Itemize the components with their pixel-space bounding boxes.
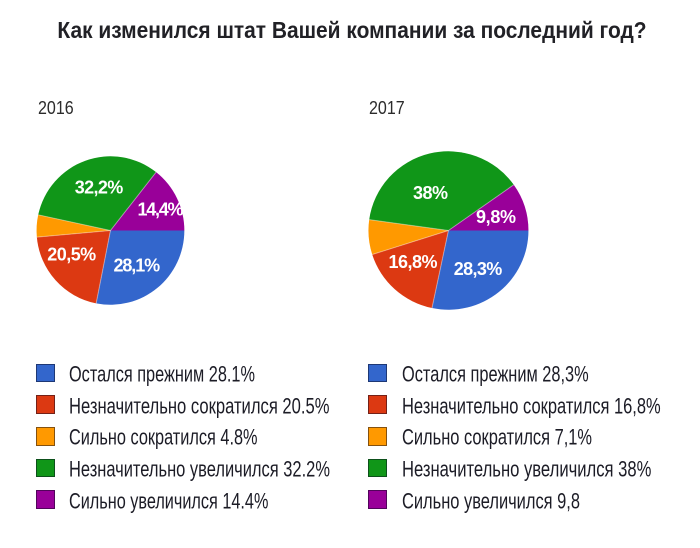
svg-text:28,1%: 28,1% — [114, 256, 161, 276]
svg-text:28,3%: 28,3% — [454, 259, 503, 279]
svg-text:16,8%: 16,8% — [389, 252, 438, 272]
svg-text:32,2%: 32,2% — [75, 177, 124, 197]
svg-text:38%: 38% — [413, 183, 448, 203]
svg-text:14,4%: 14,4% — [138, 200, 184, 220]
svg-text:20,5%: 20,5% — [47, 244, 96, 264]
svg-text:9,8%: 9,8% — [476, 207, 516, 227]
